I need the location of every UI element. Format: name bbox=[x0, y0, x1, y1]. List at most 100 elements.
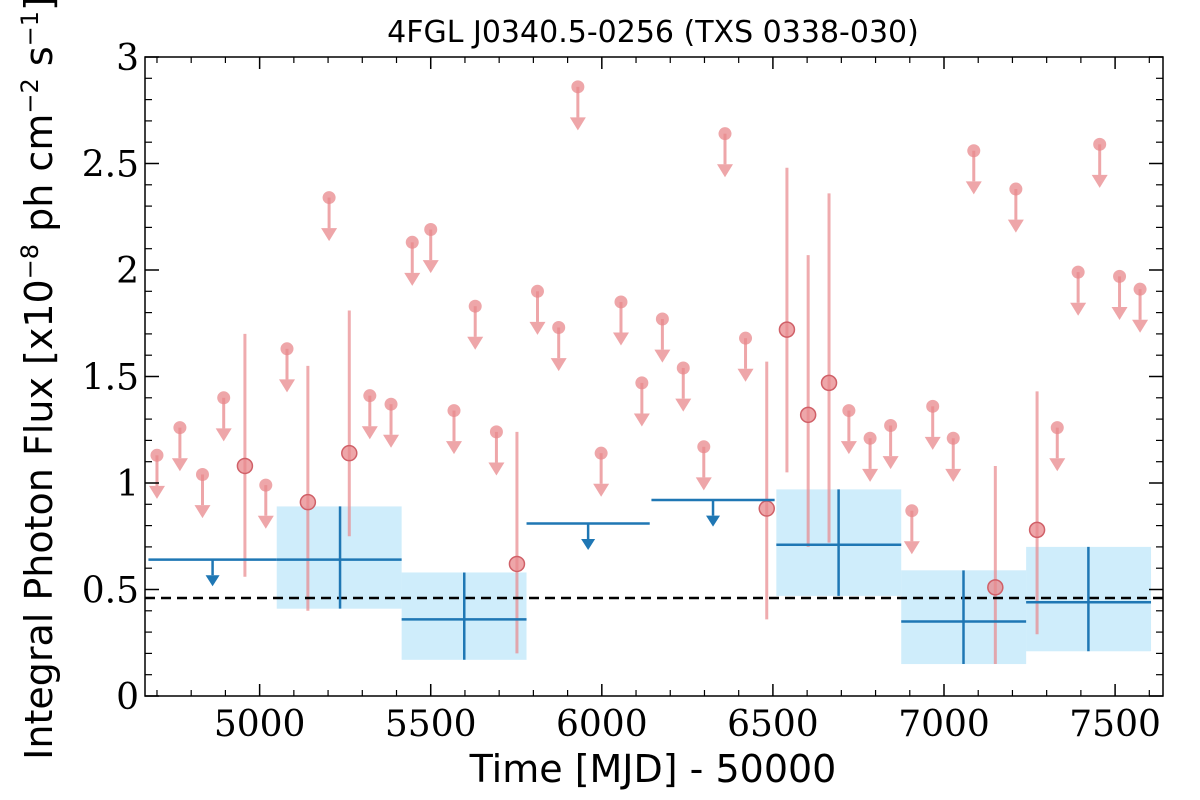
fine-upper-limit-point bbox=[384, 397, 398, 411]
fine-upper-limit-point bbox=[552, 321, 566, 335]
fine-upper-limit-arrow bbox=[321, 228, 338, 242]
coarse-upper-limit-arrow bbox=[706, 515, 721, 527]
fine-upper-limit-point bbox=[195, 467, 209, 481]
fine-upper-limit-point bbox=[363, 389, 377, 403]
fine-upper-limit-arrow bbox=[903, 541, 920, 555]
fine-upper-limit-arrow bbox=[383, 434, 400, 448]
fine-detection-point bbox=[799, 406, 817, 424]
y-tick-label: 0.5 bbox=[82, 571, 139, 612]
fine-upper-limit-point bbox=[468, 299, 482, 313]
fine-upper-limit-arrow bbox=[695, 477, 712, 491]
fine-upper-limit-arrow bbox=[361, 426, 378, 440]
y-tick-label: 1 bbox=[116, 464, 139, 505]
fine-upper-limit-arrow bbox=[862, 468, 879, 482]
y-tick-label: 3 bbox=[116, 38, 139, 79]
fine-upper-limit-point bbox=[1009, 182, 1023, 196]
fine-upper-limit-point bbox=[926, 399, 940, 413]
fine-upper-limit-arrow bbox=[882, 456, 899, 470]
fine-upper-limit-arrow bbox=[717, 164, 734, 178]
fine-upper-limit-point bbox=[217, 391, 231, 405]
fine-upper-limit-arrow bbox=[404, 272, 421, 286]
fine-upper-limit-arrow bbox=[422, 260, 439, 274]
chart-title: 4FGL J0340.5-0256 (TXS 0338-030) bbox=[387, 15, 919, 50]
fine-upper-limit-arrow bbox=[1007, 219, 1024, 233]
fine-detection-point bbox=[508, 555, 526, 573]
fine-upper-limit-arrow bbox=[612, 332, 629, 346]
fine-upper-limit-arrow bbox=[1070, 302, 1087, 316]
fine-upper-limit-arrow bbox=[194, 505, 211, 519]
fine-upper-limit-point bbox=[447, 404, 461, 418]
fine-upper-limit-point bbox=[489, 425, 503, 439]
fine-upper-limit-point bbox=[150, 448, 164, 462]
fine-detection-point bbox=[987, 579, 1004, 596]
y-tick-label: 1.5 bbox=[82, 358, 139, 399]
x-tick-label: 5500 bbox=[385, 704, 477, 745]
y-tick-label: 0 bbox=[116, 677, 139, 718]
fine-upper-limit-point bbox=[635, 376, 649, 390]
fine-upper-limit-arrow bbox=[1111, 306, 1128, 320]
y-axis-label: Integral Photon Flux [x10−8 ph cm−2 s−1] bbox=[16, 0, 61, 760]
fine-upper-limit-point bbox=[259, 478, 273, 492]
fine-upper-limit-arrow bbox=[467, 336, 484, 350]
fine-upper-limit-point bbox=[842, 404, 856, 418]
fine-upper-limit-arrow bbox=[488, 462, 505, 476]
fine-upper-limit-arrow bbox=[171, 458, 188, 472]
fine-upper-limit-point bbox=[697, 440, 711, 454]
fine-upper-limit-point bbox=[322, 191, 336, 205]
coarse-upper-limit-arrow bbox=[581, 539, 596, 551]
fine-upper-limit-point bbox=[424, 223, 438, 237]
x-tick-label: 5000 bbox=[214, 704, 306, 745]
fine-upper-limit-arrow bbox=[529, 321, 546, 335]
fine-upper-limit-point bbox=[530, 284, 544, 298]
fine-upper-limit-point bbox=[884, 418, 898, 432]
y-tick-label: 2.5 bbox=[82, 145, 139, 186]
axis-ticks: 5000 5500 6000 6500 7000 7500 0 0.5 1 1.5 2 2.5 3 bbox=[82, 38, 1163, 745]
x-tick-label: 6500 bbox=[727, 704, 819, 745]
fine-detection-point bbox=[1028, 521, 1046, 539]
coarse-upper-limit-arrow bbox=[205, 575, 220, 587]
fine-upper-limit-point bbox=[280, 342, 294, 356]
fine-upper-limit-arrow bbox=[1049, 458, 1066, 472]
fine-upper-limit-point bbox=[594, 446, 608, 460]
fine-upper-limit-point bbox=[967, 144, 981, 158]
fine-upper-limit-point bbox=[676, 361, 690, 375]
fine-detection-point bbox=[820, 374, 838, 392]
x-tick-label: 7500 bbox=[1069, 704, 1161, 745]
y-tick-label: 2 bbox=[116, 251, 139, 292]
fine-upper-limit-arrow bbox=[148, 485, 165, 499]
fine-upper-limit-point bbox=[718, 127, 732, 141]
fine-upper-limit-point bbox=[405, 235, 419, 249]
fine-upper-limit-point bbox=[905, 504, 919, 518]
fine-upper-limit-arrow bbox=[965, 181, 982, 195]
plot-area bbox=[145, 80, 1163, 665]
fine-upper-limit-arrow bbox=[1091, 174, 1108, 188]
fine-detection-point bbox=[299, 493, 317, 511]
fine-upper-limit-arrow bbox=[569, 117, 586, 131]
fine-upper-limit-arrow bbox=[593, 483, 610, 497]
fine-upper-limit-point bbox=[1071, 265, 1085, 279]
fine-detection-point bbox=[778, 321, 796, 338]
fine-upper-limit-arrow bbox=[279, 379, 296, 393]
fine-upper-limit-arrow bbox=[924, 436, 941, 450]
fine-upper-limit-point bbox=[739, 331, 753, 345]
fine-upper-limit-point bbox=[1113, 269, 1127, 283]
fine-upper-limit-arrow bbox=[550, 358, 567, 372]
fine-detection-point bbox=[341, 444, 358, 462]
fine-upper-limit-arrow bbox=[633, 413, 650, 427]
fine-upper-limit-arrow bbox=[945, 468, 962, 482]
fine-upper-limit-arrow bbox=[737, 368, 754, 382]
fine-upper-limit-point bbox=[571, 80, 585, 94]
fine-upper-limit-arrow bbox=[675, 398, 692, 412]
fine-upper-limit-point bbox=[173, 421, 187, 435]
fine-upper-limit-point bbox=[1133, 282, 1147, 296]
fine-detection-point bbox=[236, 457, 254, 475]
fine-upper-limit-arrow bbox=[257, 515, 274, 529]
fine-upper-limit-point bbox=[946, 431, 960, 445]
fine-upper-limit-arrow bbox=[1132, 319, 1149, 333]
fine-upper-limit-point bbox=[863, 431, 877, 445]
fine-upper-limit-arrow bbox=[654, 349, 671, 363]
fine-detection-point bbox=[758, 500, 775, 517]
fine-upper-limit-point bbox=[655, 312, 669, 326]
fine-upper-limit-point bbox=[614, 295, 628, 309]
